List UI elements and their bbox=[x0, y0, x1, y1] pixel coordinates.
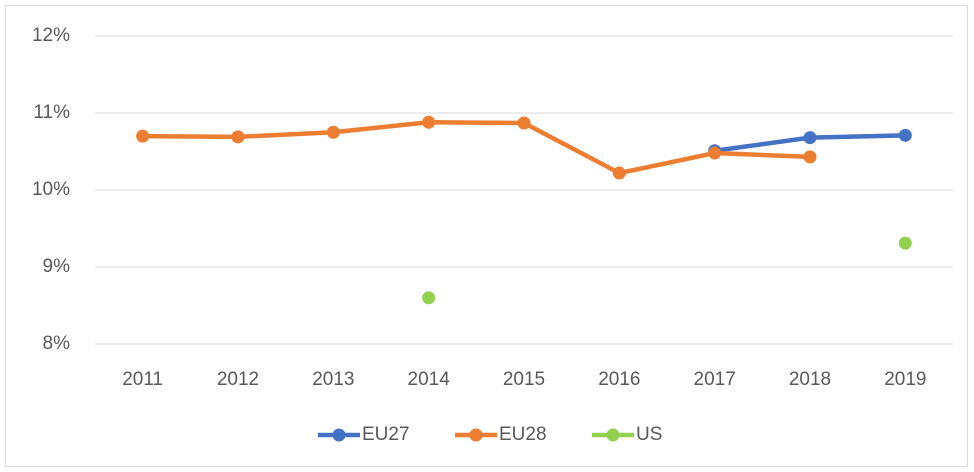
data-point bbox=[708, 146, 722, 160]
legend-label: EU27 bbox=[362, 424, 410, 445]
x-tick-label: 2017 bbox=[694, 369, 736, 390]
chart-border bbox=[5, 5, 968, 467]
legend-marker bbox=[332, 428, 346, 442]
y-tick-label: 9% bbox=[43, 256, 71, 277]
x-tick-label: 2019 bbox=[884, 369, 926, 390]
x-tick-label: 2018 bbox=[789, 369, 831, 390]
data-point bbox=[326, 125, 340, 139]
legend-marker bbox=[606, 428, 620, 442]
x-tick-label: 2012 bbox=[217, 369, 259, 390]
x-tick-label: 2015 bbox=[503, 369, 545, 390]
data-point bbox=[517, 116, 531, 130]
y-tick-label: 8% bbox=[43, 333, 71, 354]
data-point bbox=[898, 236, 912, 250]
data-point bbox=[612, 166, 626, 180]
data-point bbox=[803, 150, 817, 164]
data-point bbox=[422, 291, 436, 305]
y-tick-label: 11% bbox=[33, 102, 70, 123]
data-point bbox=[422, 115, 436, 129]
legend-marker bbox=[469, 428, 483, 442]
series-line bbox=[142, 119, 811, 176]
data-point bbox=[136, 129, 150, 143]
y-tick-label: 12% bbox=[32, 25, 70, 46]
legend-label: US bbox=[636, 424, 662, 445]
y-tick-label: 10% bbox=[32, 179, 70, 200]
x-tick-label: 2016 bbox=[598, 369, 640, 390]
data-point bbox=[898, 128, 912, 142]
x-tick-label: 2011 bbox=[122, 369, 163, 390]
x-tick-label: 2014 bbox=[408, 369, 451, 390]
x-tick-label: 2013 bbox=[312, 369, 354, 390]
legend-label: EU28 bbox=[499, 424, 547, 445]
data-point bbox=[803, 131, 817, 145]
data-point bbox=[231, 130, 245, 144]
